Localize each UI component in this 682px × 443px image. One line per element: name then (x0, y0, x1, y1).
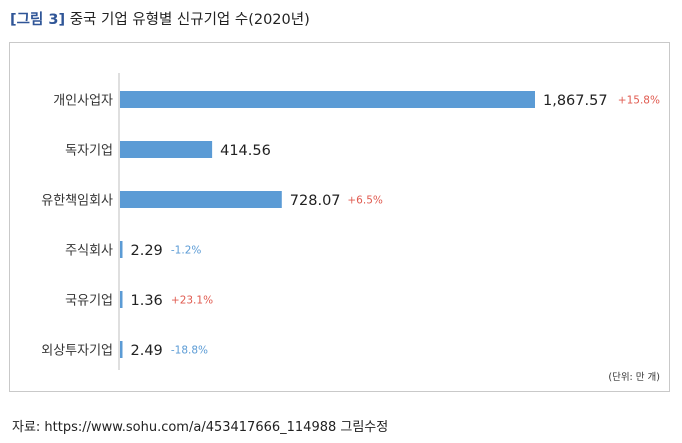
growth-label: +15.8% (618, 95, 660, 107)
unit-note: (단위: 만 개) (608, 372, 660, 383)
bar (120, 291, 123, 308)
growth-label: +6.5% (347, 195, 382, 207)
value-label: 414.56 (220, 143, 271, 159)
category-label: 유한책임회사 (41, 194, 113, 209)
category-label: 독자기업 (65, 144, 113, 159)
value-label: 728.07 (290, 193, 341, 209)
chart-title: 중국 기업 유형별 신규기업 수(2020년) (69, 12, 310, 28)
bar (120, 91, 535, 108)
category-label: 개인사업자 (53, 94, 113, 109)
value-label: 2.49 (131, 343, 163, 359)
value-label: 2.29 (131, 243, 163, 259)
source-note: 자료: https://www.sohu.com/a/453417666_114… (12, 420, 389, 435)
value-label: 1.36 (131, 293, 163, 309)
bar-chart: 개인사업자 1,867.57 +15.8% 독자기업 414.56 유한책임회사 728.0… (41, 73, 660, 370)
chart-frame: 개인사업자 1,867.57 +15.8% 독자기업 414.56 유한책임회사 728.0… (9, 42, 670, 392)
category-label: 국유기업 (65, 294, 113, 309)
growth-label: +23.1% (171, 295, 213, 307)
growth-label: -1.2% (171, 245, 201, 257)
category-label: 주식회사 (65, 244, 113, 259)
figure-label: [그림 3] (10, 12, 66, 28)
bar (120, 191, 282, 208)
bar (120, 341, 123, 358)
bar (120, 141, 213, 158)
value-label: 1,867.57 (543, 93, 608, 109)
growth-label: -18.8% (171, 345, 208, 357)
figure-title: [그림 3] 중국 기업 유형별 신규기업 수(2020년) (10, 10, 310, 30)
bar (120, 241, 123, 258)
category-label: 외상투자기업 (41, 344, 113, 359)
